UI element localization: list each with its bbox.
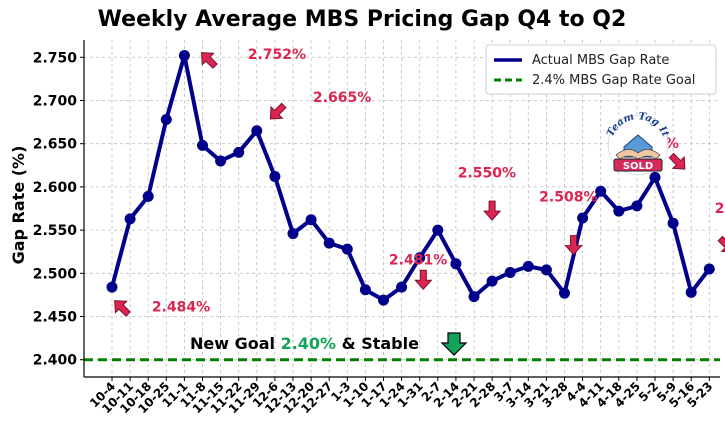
data-point [215, 155, 227, 167]
data-point [631, 200, 643, 212]
legend-label-goal: 2.4% MBS Gap Rate Goal [532, 73, 695, 88]
annotation-arrow-icon [114, 300, 131, 317]
annotations: 2.484%2.752%2.665%2.481%2.550%2.508%2.61… [114, 47, 725, 317]
series-line-actual [110, 53, 711, 303]
down-arrow-icon [440, 332, 468, 356]
annotation-arrow-icon [269, 102, 287, 120]
annotation-label: 2.508% [539, 190, 597, 206]
goal-note-suffix: & Stable [336, 334, 419, 353]
data-point [522, 260, 534, 272]
data-point [287, 228, 299, 240]
y-axis-label: Gap Rate (%) [9, 146, 28, 265]
annotation-label: 2.505% [715, 201, 725, 217]
y-tick-label: 2.500 [33, 266, 78, 282]
axes: 2.400 2.450 2.500 2.550 2.600 2.650 2.700 2.750… [33, 40, 720, 416]
annotation-label: 2.481% [389, 253, 447, 269]
annotation-arrow-icon [201, 52, 218, 69]
annotation-arrow-icon [564, 235, 583, 256]
y-tick-label: 2.700 [33, 93, 78, 109]
data-point [323, 237, 335, 249]
y-tick-label: 2.450 [33, 310, 78, 326]
data-point [396, 281, 408, 293]
data-point [106, 281, 118, 293]
y-tick-label: 2.400 [33, 353, 78, 369]
data-point [667, 217, 679, 229]
goal-note: New Goal 2.40% & Stable [190, 334, 419, 353]
y-tick-label: 2.550 [33, 223, 78, 239]
data-point [233, 146, 245, 158]
series-layer [106, 50, 715, 306]
data-point [649, 171, 661, 183]
data-point [178, 50, 190, 62]
legend-label-actual: Actual MBS Gap Rate [532, 53, 669, 68]
annotation-label: 2.665% [313, 90, 371, 106]
annotation-arrow-icon [482, 200, 502, 221]
legend-box [485, 44, 717, 95]
legend: Actual MBS Gap Rate 2.4% MBS Gap Rate Go… [485, 44, 717, 95]
data-point [540, 264, 552, 276]
data-point [559, 287, 570, 299]
y-tick-label: 2.750 [33, 50, 78, 66]
data-point [414, 252, 426, 264]
annotation-label: 2.752% [248, 47, 306, 63]
data-point [142, 190, 154, 202]
data-point [595, 185, 607, 197]
data-point [251, 125, 263, 137]
data-point [305, 214, 317, 226]
logo-sold-text: SOLD [623, 161, 653, 172]
data-point [504, 266, 516, 278]
data-point [486, 275, 498, 287]
annotation-arrow-icon [668, 152, 686, 170]
annotation-label: 2.550% [458, 165, 516, 181]
data-point [703, 263, 715, 275]
data-point [378, 294, 389, 306]
data-point [269, 171, 281, 183]
data-point [613, 205, 625, 217]
data-point [450, 258, 462, 270]
annotation-label: 2.484% [152, 299, 210, 315]
data-point [685, 286, 697, 298]
y-tick-label: 2.650 [33, 137, 78, 153]
data-point [577, 212, 589, 224]
y-tick-label: 2.600 [33, 180, 78, 196]
data-point [160, 113, 172, 125]
data-point [359, 284, 371, 296]
data-point [124, 213, 136, 225]
data-point [468, 291, 480, 303]
goal-note-value: 2.40% [281, 334, 337, 353]
data-point [197, 139, 208, 151]
chart-title: Weekly Average MBS Pricing Gap Q4 to Q2 [98, 7, 627, 32]
goal-note-prefix: New Goal [190, 334, 281, 353]
data-point [432, 224, 444, 236]
annotation-arrow-icon [414, 269, 433, 290]
data-point [341, 243, 353, 255]
